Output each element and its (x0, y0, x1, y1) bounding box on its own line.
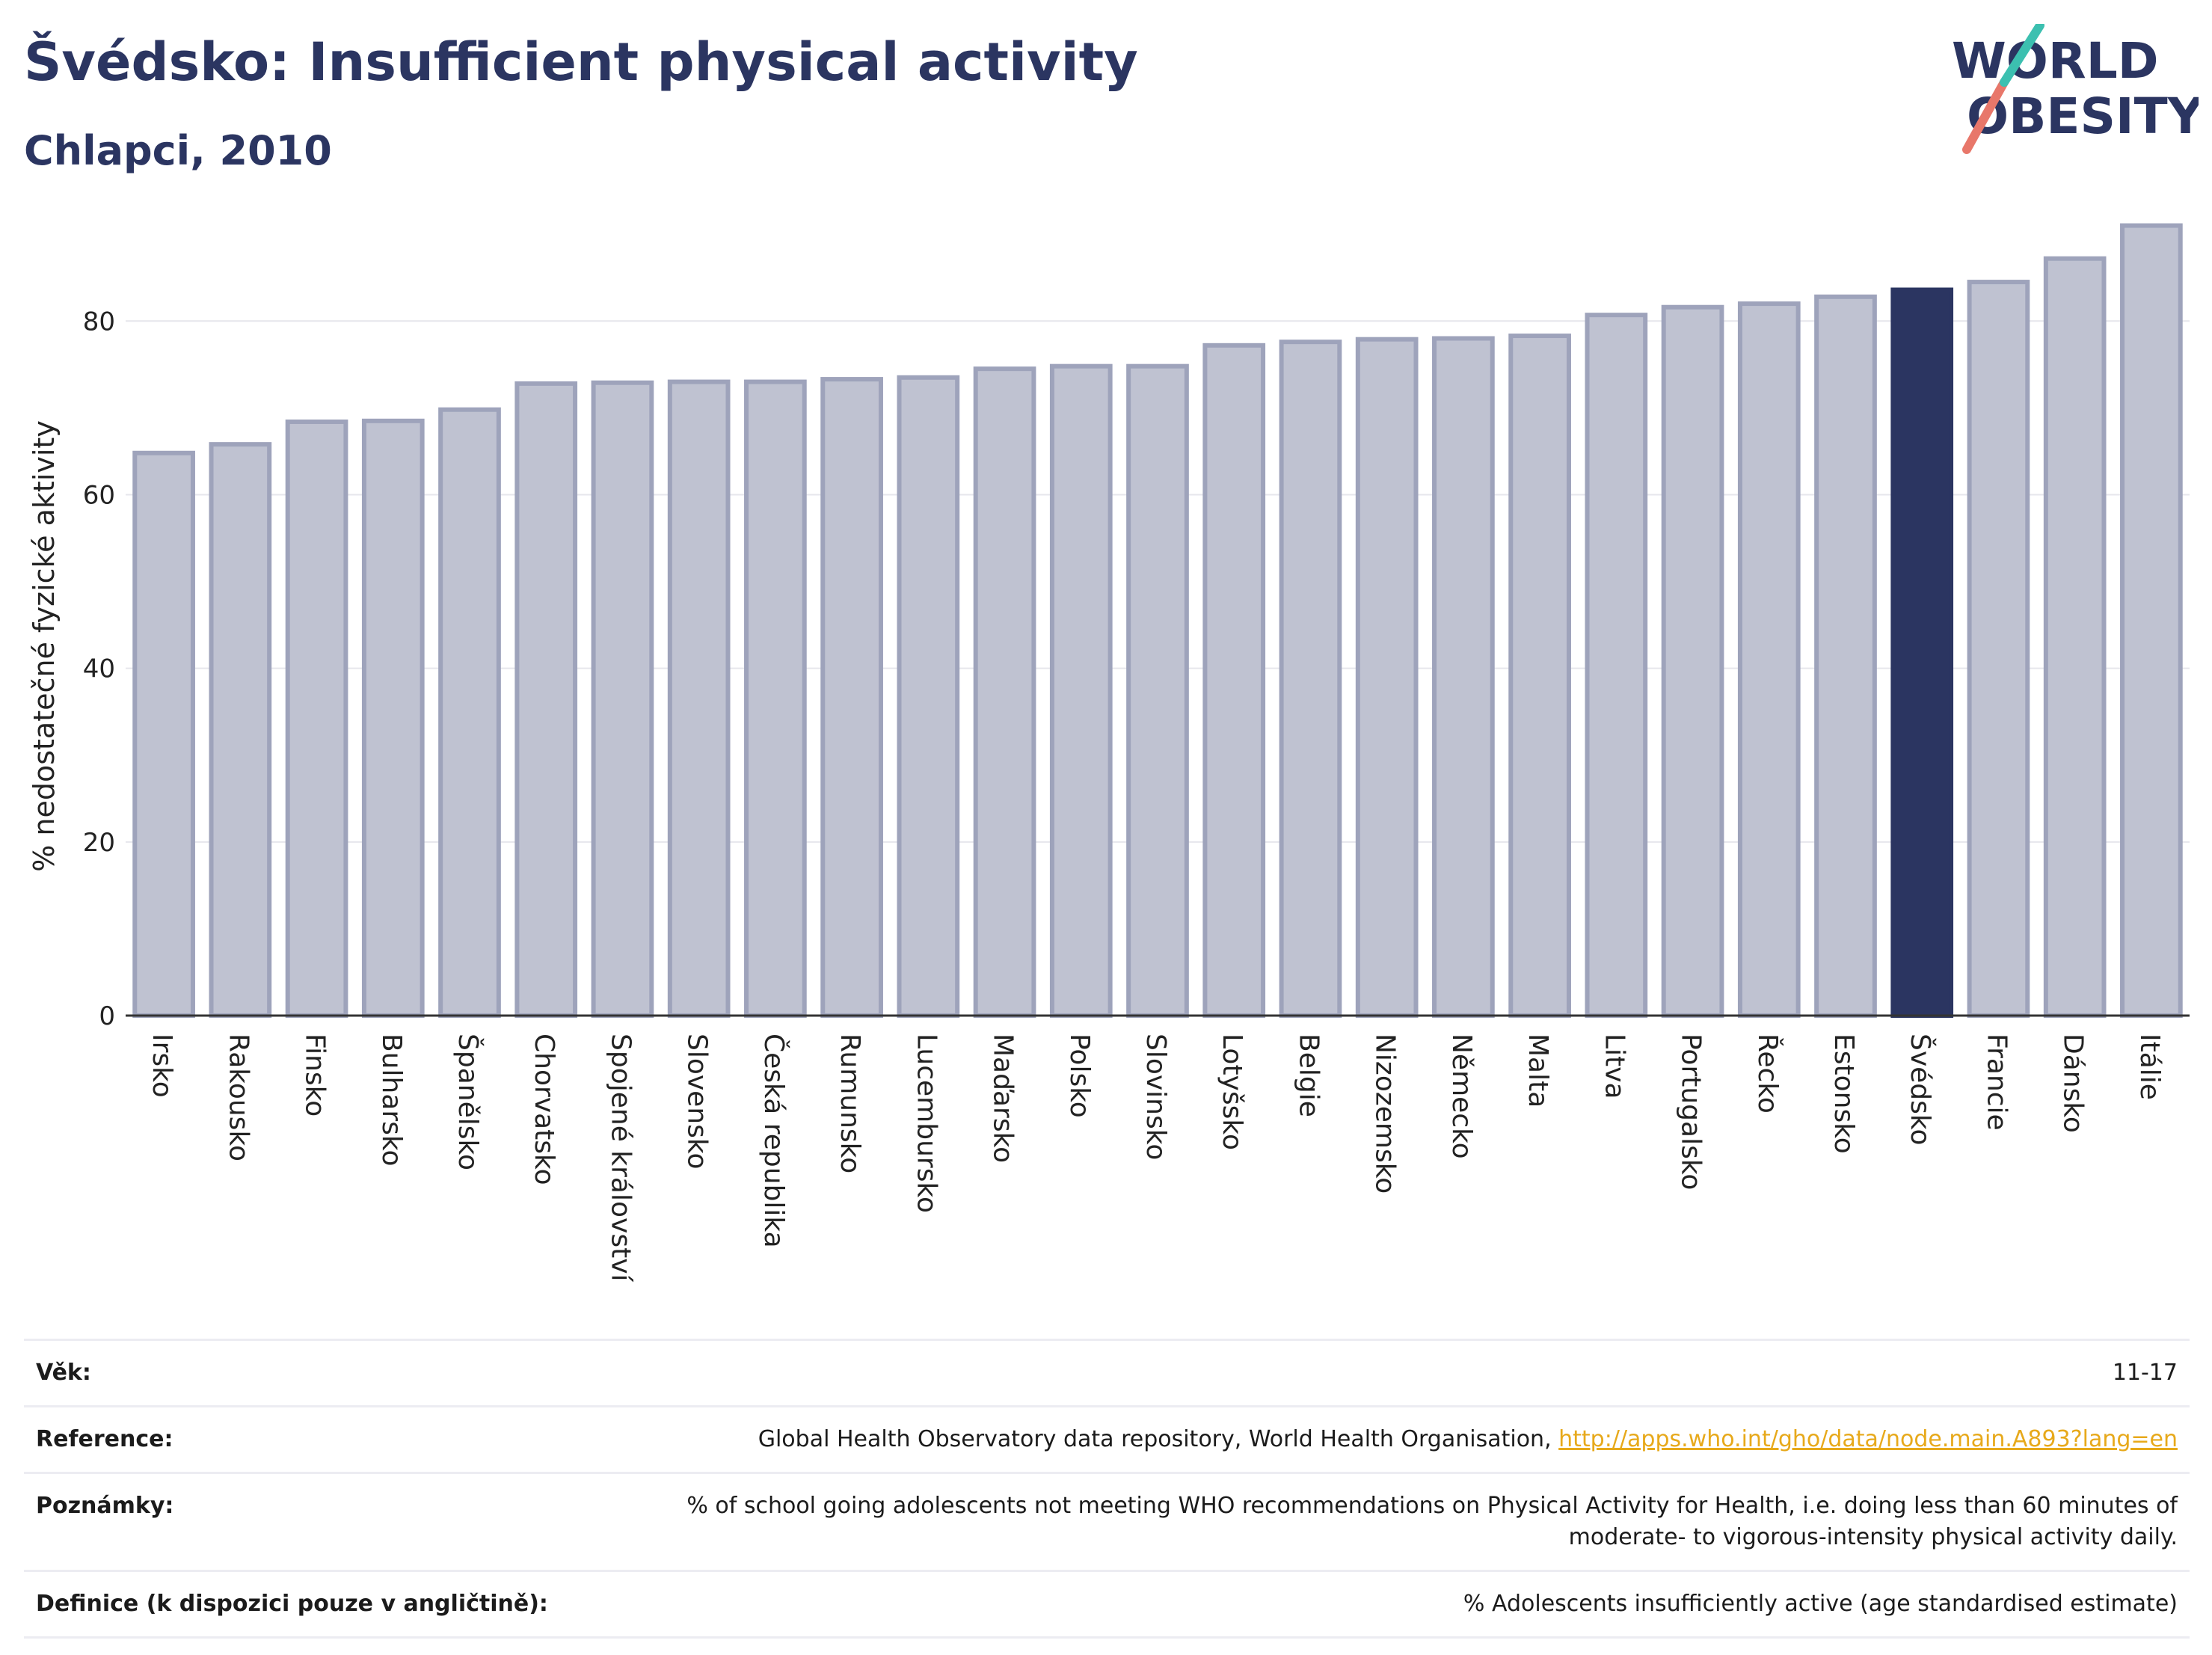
bars (126, 223, 2190, 1019)
x-tick-label: Chorvatsko (529, 1034, 559, 1185)
x-tick-label: Bulharsko (376, 1034, 407, 1167)
reference-text: Global Health Observatory data repositor… (758, 1426, 1559, 1452)
x-tick-label: Litva (1599, 1034, 1629, 1099)
x-tick-label: Švédsko (1905, 1034, 1936, 1146)
bar-Lotyšsko (1202, 343, 1266, 1018)
y-tick-label: 60 (83, 480, 115, 510)
meta-row-notes: Poznámky: % of school going adolescents … (24, 1472, 2190, 1570)
meta-key: Věk: (36, 1360, 91, 1386)
bar-Švédsko (1890, 287, 1954, 1018)
x-tick-label: Estonsko (1828, 1034, 1859, 1154)
chart-subtitle: Chlapci, 2010 (24, 127, 332, 174)
bar-Francie (1967, 280, 2030, 1018)
x-tick-label: Rakousko (223, 1034, 254, 1161)
x-tick-label: Francie (1981, 1034, 2012, 1131)
x-tick-label: Rumunsko (835, 1034, 865, 1173)
logo-line2: OBESITY (1967, 87, 2199, 145)
meta-row-age: Věk: 11-17 (24, 1339, 2190, 1405)
bar-Dánsko (2043, 256, 2107, 1018)
x-tick-label: Slovensko (682, 1034, 713, 1170)
y-tick-label: 0 (99, 1001, 115, 1031)
bar-Maďarsko (973, 366, 1036, 1018)
x-tick-label: Německo (1446, 1034, 1477, 1159)
bar-Belgie (1279, 340, 1342, 1018)
x-tick-label: Spojené království (605, 1034, 636, 1283)
x-tick-label: Dánsko (2058, 1034, 2089, 1133)
bar-Malta (1508, 334, 1571, 1018)
y-axis-label: % nedostatečné fyzické aktivity (28, 420, 61, 872)
x-tick-label: Lucembursko (911, 1034, 941, 1213)
x-tick-label: Lotyšsko (1217, 1034, 1247, 1150)
meta-key: Reference: (36, 1426, 173, 1452)
bar-chart: 0 20 40 60 80 Irsko Rakousko Finsko Bulharsko Šp… (28, 223, 2190, 1283)
x-tick-label: Portugalsko (1676, 1034, 1706, 1190)
bar-Irsko (132, 450, 195, 1018)
world-obesity-logo: WORLD OBESITY (1952, 24, 2199, 154)
bar-Slovensko (667, 379, 731, 1018)
x-tick-label: Irsko (147, 1034, 177, 1098)
x-tick-label: Polsko (1064, 1034, 1095, 1118)
bar-Lucembursko (897, 375, 960, 1018)
bar-Slovinsko (1126, 363, 1189, 1018)
bar-Polsko (1049, 363, 1113, 1018)
y-tick-label: 20 (83, 828, 115, 858)
meta-value: 11-17 (2112, 1360, 2178, 1386)
bar-Španělsko (438, 407, 501, 1018)
reference-link[interactable]: http://apps.who.int/gho/data/node.main.A… (1558, 1426, 2178, 1452)
meta-row-reference: Reference: Global Health Observatory dat… (24, 1405, 2190, 1472)
bar-Finsko (285, 419, 348, 1018)
x-tick-label: Malta (1523, 1034, 1553, 1108)
bar-Portugalsko (1661, 304, 1724, 1019)
meta-value: % of school going adolescents not meetin… (686, 1493, 2178, 1550)
bar-Nizozemsko (1355, 337, 1419, 1018)
metadata-table: Věk: 11-17 Reference: Global Health Obse… (24, 1339, 2190, 1639)
meta-value: % Adolescents insufficiently active (age… (1463, 1591, 2178, 1617)
x-tick-label: Nizozemsko (1370, 1034, 1401, 1194)
chart-title: Švédsko: Insufficient physical activity (24, 31, 1138, 93)
meta-key: Poznámky: (36, 1493, 174, 1519)
bar-Itálie (2120, 223, 2183, 1019)
meta-row-definition: Definice (k dispozici pouze v angličtině… (24, 1570, 2190, 1639)
bar-Německo (1432, 336, 1495, 1018)
x-tick-label: Finsko (300, 1034, 331, 1117)
bar-Bulharsko (361, 418, 425, 1018)
meta-value: Global Health Observatory data repositor… (758, 1424, 2178, 1455)
logo-line1: WORLD (1952, 32, 2159, 90)
x-tick-label: Slovinsko (1140, 1034, 1171, 1160)
x-tick-label: Belgie (1293, 1034, 1324, 1117)
bar-Řecko (1737, 301, 1801, 1018)
y-tick-label: 80 (83, 307, 115, 337)
x-tick-label: Maďarsko (988, 1034, 1019, 1163)
bar-Litva (1585, 313, 1648, 1018)
y-axis-ticks: 0 20 40 60 80 (83, 307, 115, 1031)
x-tick-label: Česká republika (758, 1034, 790, 1248)
y-tick-label: 40 (83, 654, 115, 684)
x-tick-label: Řecko (1752, 1034, 1784, 1114)
x-tick-label: Itálie (2134, 1034, 2165, 1100)
meta-key: Definice (k dispozici pouze v angličtině… (36, 1591, 548, 1617)
bar-Rakousko (209, 442, 272, 1018)
bar-Česká republika (744, 379, 807, 1018)
bar-Spojené království (591, 380, 654, 1018)
x-axis-labels: Irsko Rakousko Finsko Bulharsko Španělsko Cho… (147, 1034, 2165, 1283)
bar-Chorvatsko (514, 381, 578, 1018)
bar-Estonsko (1814, 294, 1877, 1018)
bar-Rumunsko (820, 377, 883, 1019)
x-tick-label: Španělsko (452, 1034, 484, 1170)
